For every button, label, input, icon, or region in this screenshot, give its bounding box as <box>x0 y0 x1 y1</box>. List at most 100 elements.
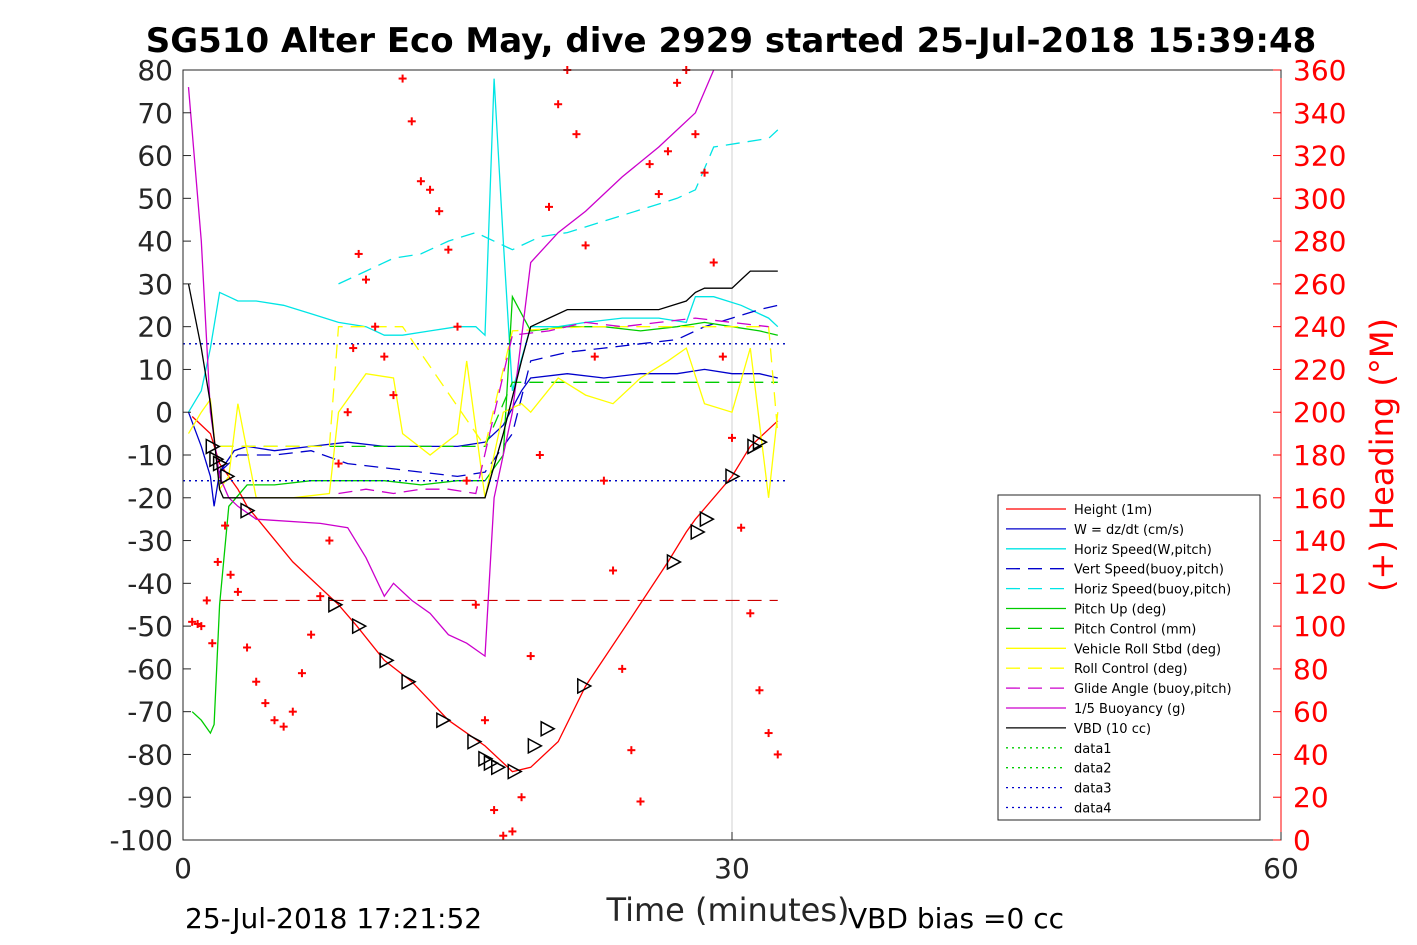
triangle-marker <box>351 617 368 635</box>
heading-point <box>535 451 544 459</box>
right-tick-label: 260 <box>1293 268 1346 301</box>
heading-point <box>618 664 627 673</box>
heading-point <box>517 793 526 802</box>
triangle-marker <box>212 455 229 472</box>
heading-point <box>526 652 535 661</box>
heading-point <box>354 249 363 258</box>
legend-label-vehicle-roll-stbd-deg: Vehicle Roll Stbd (deg) <box>1074 642 1221 657</box>
right-tick-label: 160 <box>1293 482 1346 515</box>
heading-point <box>371 322 380 331</box>
heading-point <box>213 557 222 566</box>
heading-point <box>362 275 370 284</box>
heading-point <box>435 207 444 216</box>
triangle-marker <box>752 433 769 451</box>
heading-point <box>233 587 242 596</box>
heading-point <box>288 707 297 716</box>
series-1-5-buoyancy-g <box>187 69 715 658</box>
heading-point <box>545 202 553 211</box>
right-tick-label: 20 <box>1293 781 1329 814</box>
triangle-marker <box>205 438 221 455</box>
heading-point <box>609 566 618 575</box>
left-tick-label: 10 <box>137 353 173 386</box>
right-tick-label: 340 <box>1293 97 1346 130</box>
legend-label-1-5-buoyancy-g: 1/5 Buoyancy (g) <box>1074 702 1185 717</box>
triangle-marker <box>436 711 452 729</box>
heading-point <box>654 190 663 199</box>
series-vbd-10-cc <box>187 270 778 499</box>
legend-label-glide-angle-buoy-pitch: Glide Angle (buoy,pitch) <box>1074 682 1232 697</box>
heading-point <box>728 433 736 442</box>
left-tick-label: -70 <box>127 696 173 729</box>
heading-point <box>389 391 398 400</box>
heading-point <box>453 322 462 331</box>
heading-point <box>188 617 197 626</box>
heading-point <box>673 78 682 87</box>
legend-label-horiz-speed-buoy-pitch: Horiz Speed(buoy,pitch) <box>1074 583 1231 598</box>
series-layer <box>183 66 787 840</box>
heading-point <box>737 523 746 532</box>
heading-point <box>490 806 499 815</box>
triangle-marker <box>483 754 500 772</box>
heading-point <box>462 476 471 485</box>
series-roll-control-deg <box>219 326 779 448</box>
triangle-marker <box>379 652 395 669</box>
heading-point <box>416 177 425 186</box>
triangle-marker <box>401 673 417 690</box>
heading-point <box>208 639 217 648</box>
right-tick-label: 200 <box>1293 396 1346 429</box>
x-tick-label: 60 <box>1263 852 1299 885</box>
heading-point <box>709 258 718 267</box>
left-tick-label: 50 <box>137 182 173 215</box>
legend-label-vbd-10-cc: VBD (10 cc) <box>1074 722 1151 737</box>
series-pitch-up-deg <box>191 294 778 735</box>
left-tick-label: 30 <box>137 268 173 301</box>
heading-point <box>691 130 700 139</box>
left-tick-label: 60 <box>137 140 173 173</box>
heading-point <box>279 722 288 731</box>
heading-point <box>407 117 416 126</box>
heading-point <box>599 476 608 485</box>
left-tick-label: -10 <box>127 439 173 472</box>
triangle-marker <box>209 451 225 468</box>
right-tick-label: 140 <box>1293 525 1346 558</box>
triangle-marker <box>540 720 556 738</box>
heading-point <box>773 750 782 759</box>
heading-point <box>349 344 358 353</box>
right-tick-label: 40 <box>1293 738 1329 771</box>
heading-point <box>243 643 252 652</box>
heading-point <box>590 352 599 361</box>
legend-label-horiz-speed-w-pitch: Horiz Speed(W,pitch) <box>1074 543 1212 558</box>
triangle-marker <box>467 733 483 750</box>
legend-label-data3: data3 <box>1074 782 1112 797</box>
left-tick-label: 40 <box>137 225 173 258</box>
triangle-marker <box>491 759 507 776</box>
heading-point <box>499 831 508 840</box>
heading-point <box>480 716 489 725</box>
left-tick-label: -90 <box>127 781 173 814</box>
heading-point <box>627 746 636 755</box>
heading-point <box>554 100 563 109</box>
legend-label-roll-control-deg: Roll Control (deg) <box>1074 662 1188 677</box>
left-tick-label: 70 <box>137 97 173 130</box>
right-tick-label: 240 <box>1293 311 1346 344</box>
heading-point <box>471 600 480 609</box>
heading-point <box>261 699 270 708</box>
right-tick-label: 120 <box>1293 567 1346 600</box>
heading-point <box>755 686 764 695</box>
heading-point <box>746 609 755 618</box>
x-tick-label: 30 <box>714 852 750 885</box>
triangle-marker <box>577 677 593 695</box>
legend-label-height-1m: Height (1m) <box>1074 503 1152 518</box>
heading-point <box>426 185 435 194</box>
legend: Height (1m) W = dz/dt (cm/s) Horiz Speed(W… <box>997 494 1261 821</box>
triangle-marker <box>478 750 494 767</box>
triangle-marker <box>699 510 715 528</box>
heading-point <box>444 245 453 254</box>
axes-layer: 80706050403020100-10-20-30-40-50-60-70-8… <box>109 54 1346 885</box>
series-glide-angle-buoy-pitch <box>338 317 769 495</box>
left-tick-label: -50 <box>127 610 173 643</box>
x-axis-label: Time (minutes) <box>606 891 850 929</box>
right-tick-label: 360 <box>1293 54 1346 87</box>
triangle-marker <box>527 737 543 755</box>
left-tick-label: 20 <box>137 311 173 344</box>
